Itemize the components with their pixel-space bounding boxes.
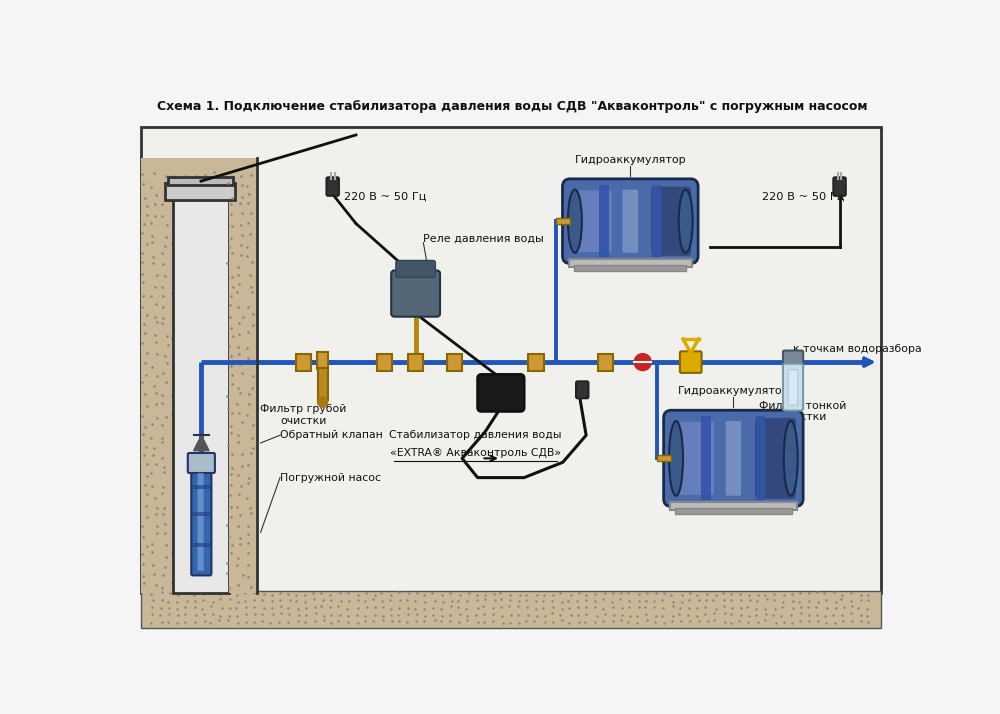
Text: 220 В ~ 50 Гц: 220 В ~ 50 Гц: [762, 191, 844, 201]
Bar: [670, 502, 797, 510]
Ellipse shape: [679, 190, 693, 253]
FancyBboxPatch shape: [788, 370, 798, 406]
Bar: [165, 183, 235, 201]
Bar: [657, 456, 671, 461]
Text: Реле давления воды: Реле давления воды: [423, 234, 544, 244]
Text: «EXTRA® Акваконтроль СДВ»: «EXTRA® Акваконтроль СДВ»: [390, 448, 561, 458]
FancyBboxPatch shape: [326, 177, 339, 196]
FancyBboxPatch shape: [680, 351, 702, 373]
FancyBboxPatch shape: [598, 353, 613, 371]
Bar: [173, 189, 229, 593]
Bar: [556, 218, 570, 224]
FancyBboxPatch shape: [623, 190, 638, 253]
Text: Фильтр тонкой
очистки: Фильтр тонкой очистки: [759, 401, 847, 422]
Bar: [168, 177, 233, 185]
Bar: [569, 259, 692, 266]
FancyBboxPatch shape: [408, 353, 423, 371]
Text: Обратный клапан: Обратный клапан: [280, 431, 383, 441]
FancyBboxPatch shape: [672, 422, 714, 495]
FancyBboxPatch shape: [726, 421, 741, 496]
FancyBboxPatch shape: [396, 261, 435, 278]
Ellipse shape: [568, 190, 582, 253]
Text: Гидроаккумулятор: Гидроаккумулятор: [574, 155, 686, 165]
Circle shape: [318, 397, 328, 407]
FancyBboxPatch shape: [571, 191, 612, 252]
Bar: [756, 416, 765, 501]
Text: 220 В ~ 50 Гц: 220 В ~ 50 Гц: [344, 191, 426, 201]
Bar: [701, 416, 711, 501]
FancyBboxPatch shape: [755, 418, 796, 499]
Bar: [192, 486, 211, 489]
Text: Погружной насос: Погружной насос: [280, 473, 381, 483]
Text: Фильтр грубой
очистки: Фильтр грубой очистки: [260, 404, 346, 426]
FancyBboxPatch shape: [318, 368, 328, 400]
FancyBboxPatch shape: [191, 468, 211, 575]
Text: Схема 1. Подключение стабилизатора давления воды СДВ "Акваконтроль" с погружным : Схема 1. Подключение стабилизатора давле…: [157, 100, 868, 114]
FancyBboxPatch shape: [478, 374, 524, 411]
Bar: [652, 185, 661, 257]
FancyBboxPatch shape: [317, 352, 328, 369]
FancyBboxPatch shape: [783, 351, 803, 368]
Ellipse shape: [784, 421, 798, 496]
Polygon shape: [194, 436, 209, 451]
Bar: [192, 543, 211, 547]
Bar: [229, 158, 257, 593]
FancyBboxPatch shape: [833, 177, 846, 196]
FancyBboxPatch shape: [197, 473, 204, 570]
FancyBboxPatch shape: [377, 353, 392, 371]
FancyBboxPatch shape: [188, 453, 215, 473]
Bar: [599, 185, 609, 257]
Bar: [574, 265, 686, 271]
Bar: [140, 158, 257, 593]
FancyBboxPatch shape: [664, 411, 803, 506]
Bar: [140, 590, 881, 628]
FancyBboxPatch shape: [447, 353, 462, 371]
FancyBboxPatch shape: [391, 271, 440, 317]
FancyBboxPatch shape: [576, 381, 588, 398]
Bar: [140, 127, 881, 593]
Text: к точкам водоразбора: к точкам водоразбора: [793, 344, 922, 354]
FancyBboxPatch shape: [528, 353, 544, 371]
Text: Стабилизатор давления воды: Стабилизатор давления воды: [389, 431, 562, 441]
FancyBboxPatch shape: [651, 186, 691, 256]
FancyBboxPatch shape: [562, 178, 698, 263]
Text: Гидроаккумулятор: Гидроаккумулятор: [678, 386, 789, 396]
Circle shape: [634, 353, 651, 371]
Bar: [675, 508, 792, 514]
Ellipse shape: [669, 421, 683, 496]
FancyBboxPatch shape: [783, 363, 803, 411]
Bar: [192, 512, 211, 516]
FancyBboxPatch shape: [296, 353, 311, 371]
